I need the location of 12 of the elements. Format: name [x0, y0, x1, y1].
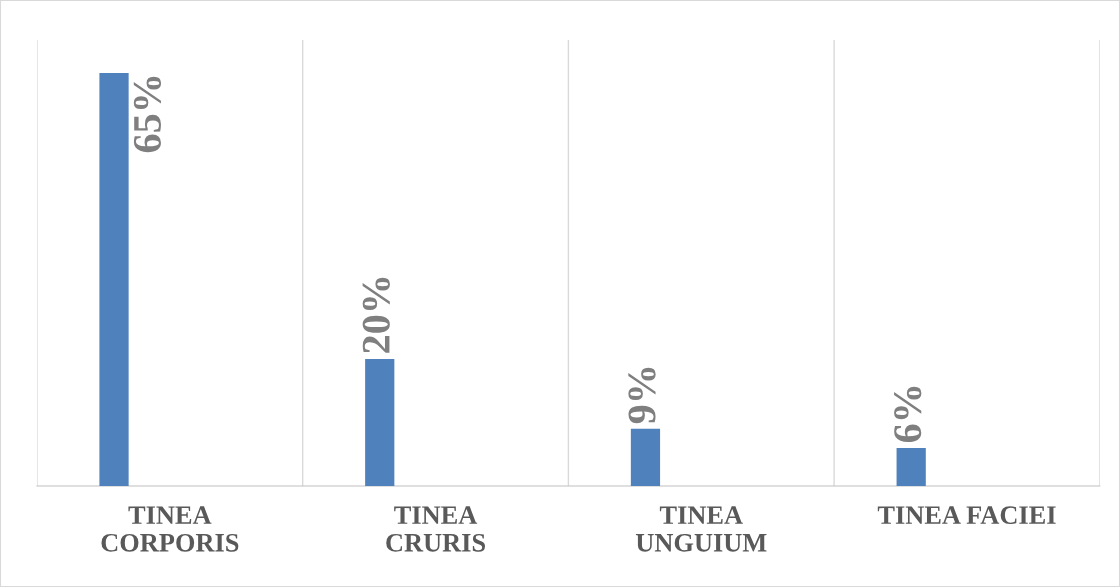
- data-label: 6%: [894, 386, 922, 443]
- data-label: 9%: [628, 367, 656, 424]
- bar: [99, 72, 129, 487]
- bar: [365, 358, 395, 487]
- x-tick-label: TINEA CORPORIS: [101, 506, 239, 552]
- bar: [630, 428, 661, 487]
- data-label: 20%: [362, 277, 390, 353]
- bar: [896, 447, 926, 487]
- data-label: 65%: [133, 76, 162, 153]
- x-tick-label: TINEA CRURIS: [386, 506, 486, 552]
- x-tick-label: TINEA FACIEI: [877, 506, 1056, 525]
- x-tick-label: TINEA UNGUIUM: [635, 506, 767, 552]
